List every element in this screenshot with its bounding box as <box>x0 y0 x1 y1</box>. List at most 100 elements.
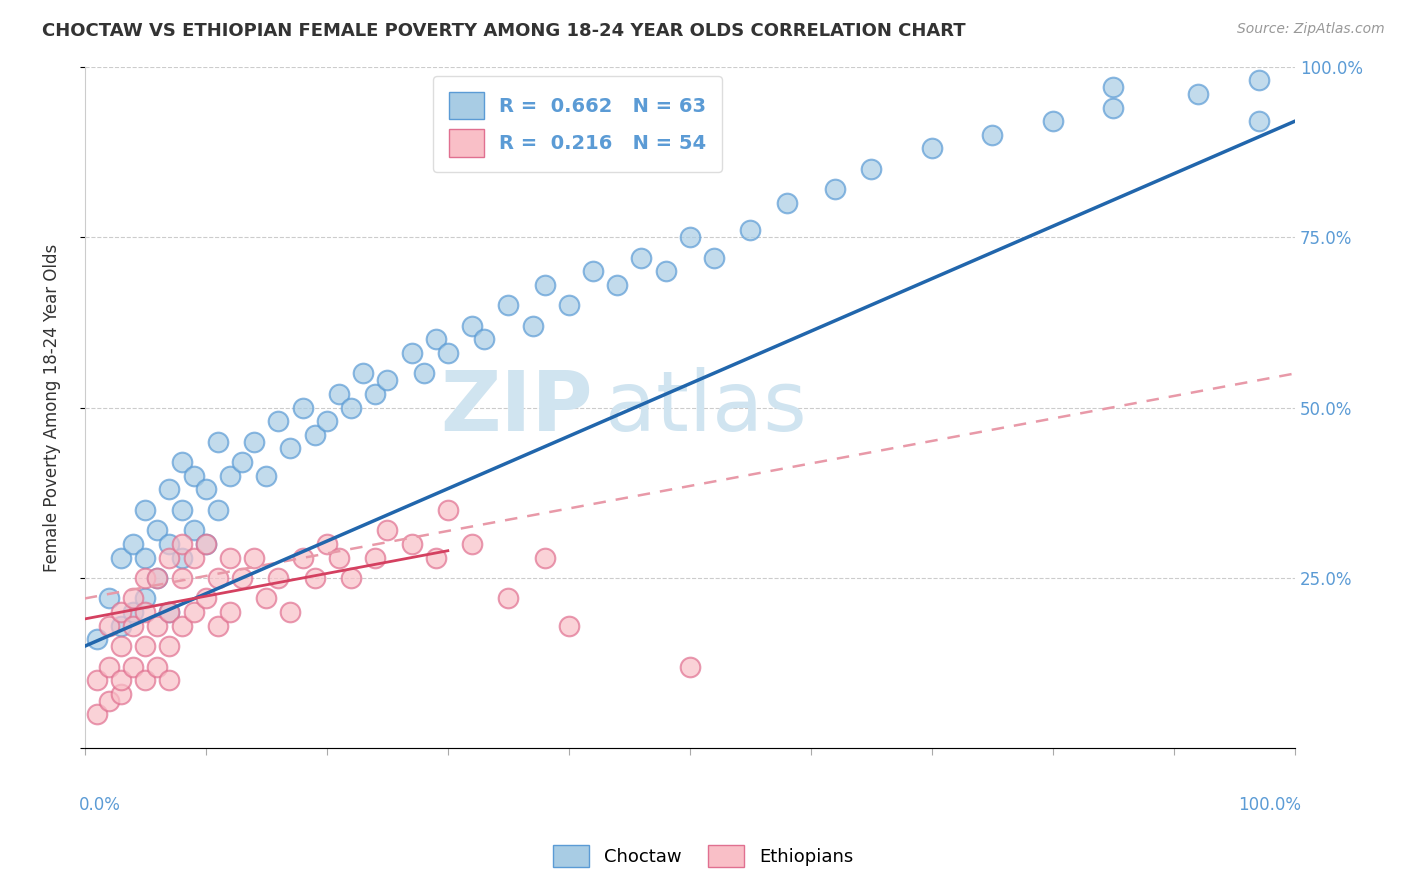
Point <box>630 251 652 265</box>
Point <box>776 196 799 211</box>
Point <box>679 659 702 673</box>
Point <box>134 571 156 585</box>
Point <box>134 673 156 688</box>
Point <box>498 591 520 606</box>
Point <box>679 230 702 244</box>
Point <box>364 387 387 401</box>
Point <box>860 161 883 176</box>
Text: atlas: atlas <box>605 367 807 448</box>
Point <box>437 346 460 360</box>
Point <box>291 550 314 565</box>
Point <box>412 367 434 381</box>
Point <box>134 639 156 653</box>
Point <box>340 571 363 585</box>
Point <box>183 468 205 483</box>
Point <box>207 434 229 449</box>
Point <box>110 619 132 633</box>
Y-axis label: Female Poverty Among 18-24 Year Olds: Female Poverty Among 18-24 Year Olds <box>44 244 60 572</box>
Point <box>194 483 217 497</box>
Point <box>97 591 120 606</box>
Point <box>425 550 447 565</box>
Point <box>1102 80 1125 95</box>
Point <box>86 673 108 688</box>
Point <box>194 591 217 606</box>
Point <box>97 659 120 673</box>
Point <box>533 550 555 565</box>
Point <box>159 605 181 619</box>
Point <box>401 537 423 551</box>
Point <box>522 318 544 333</box>
Text: 100.0%: 100.0% <box>1239 797 1301 814</box>
Point <box>280 442 302 456</box>
Point <box>110 550 132 565</box>
Point <box>340 401 363 415</box>
Point <box>654 264 676 278</box>
Point <box>183 523 205 537</box>
Point <box>110 673 132 688</box>
Point <box>364 550 387 565</box>
Point <box>219 605 242 619</box>
Point <box>207 571 229 585</box>
Point <box>170 537 193 551</box>
Point <box>921 141 943 155</box>
Point <box>194 537 217 551</box>
Point <box>558 298 581 312</box>
Point <box>1187 87 1209 101</box>
Legend: R =  0.662   N = 63, R =  0.216   N = 54: R = 0.662 N = 63, R = 0.216 N = 54 <box>433 77 723 172</box>
Point <box>328 550 350 565</box>
Point <box>533 277 555 292</box>
Point <box>207 619 229 633</box>
Legend: Choctaw, Ethiopians: Choctaw, Ethiopians <box>546 838 860 874</box>
Point <box>1247 114 1270 128</box>
Point <box>134 503 156 517</box>
Point <box>110 687 132 701</box>
Point <box>170 455 193 469</box>
Point <box>159 673 181 688</box>
Point <box>146 523 169 537</box>
Point <box>558 619 581 633</box>
Point <box>243 434 266 449</box>
Point <box>352 367 374 381</box>
Point <box>110 605 132 619</box>
Point <box>219 550 242 565</box>
Point <box>740 223 762 237</box>
Point <box>159 639 181 653</box>
Point <box>498 298 520 312</box>
Text: Source: ZipAtlas.com: Source: ZipAtlas.com <box>1237 22 1385 37</box>
Point <box>146 571 169 585</box>
Point <box>183 550 205 565</box>
Point <box>472 332 495 346</box>
Point <box>122 591 145 606</box>
Point <box>267 571 290 585</box>
Point <box>304 427 326 442</box>
Point <box>401 346 423 360</box>
Point <box>254 468 277 483</box>
Point <box>134 591 156 606</box>
Point <box>1247 73 1270 87</box>
Point <box>159 483 181 497</box>
Point <box>461 537 484 551</box>
Point <box>1042 114 1064 128</box>
Point <box>170 550 193 565</box>
Point <box>375 373 398 387</box>
Point <box>207 503 229 517</box>
Point <box>194 537 217 551</box>
Point <box>97 619 120 633</box>
Point <box>254 591 277 606</box>
Point <box>981 128 1004 142</box>
Point <box>122 619 145 633</box>
Point <box>122 659 145 673</box>
Point <box>86 707 108 722</box>
Point <box>582 264 605 278</box>
Text: CHOCTAW VS ETHIOPIAN FEMALE POVERTY AMONG 18-24 YEAR OLDS CORRELATION CHART: CHOCTAW VS ETHIOPIAN FEMALE POVERTY AMON… <box>42 22 966 40</box>
Point <box>97 694 120 708</box>
Point <box>122 537 145 551</box>
Point <box>375 523 398 537</box>
Point <box>146 619 169 633</box>
Point <box>86 632 108 647</box>
Point <box>267 414 290 428</box>
Point <box>134 550 156 565</box>
Point <box>159 537 181 551</box>
Point <box>159 550 181 565</box>
Point <box>219 468 242 483</box>
